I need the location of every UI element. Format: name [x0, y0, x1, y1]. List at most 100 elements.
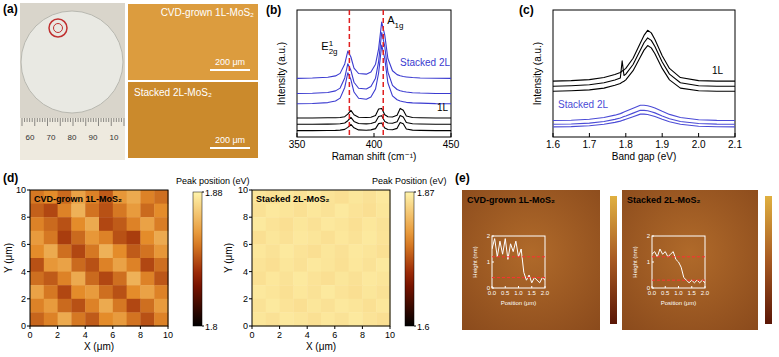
series-line	[553, 114, 735, 127]
x-tick-label: 1.9	[655, 139, 669, 150]
x-axis-title: Position (μm)	[501, 300, 536, 306]
heat-cell	[30, 231, 44, 245]
afm-background	[622, 190, 758, 330]
ruler-tick	[60, 118, 61, 126]
heat-cell	[335, 231, 349, 245]
plot-frame	[652, 236, 705, 288]
plot-frame	[297, 10, 451, 137]
colorbar-tick-label: 1.87	[417, 188, 435, 198]
heat-cell	[85, 312, 99, 326]
heat-cell	[280, 258, 294, 272]
heat-cell	[335, 204, 349, 218]
ruler-tick	[118, 118, 119, 122]
heat-cell	[266, 231, 280, 245]
heat-cell	[252, 231, 266, 245]
y-tick-label: 2	[243, 294, 248, 304]
heat-cell	[58, 285, 72, 299]
x-tick	[553, 133, 554, 137]
y-tick	[492, 288, 494, 289]
ruler-tick	[29, 118, 30, 122]
seal-inner	[54, 24, 63, 33]
series-line	[553, 110, 735, 124]
panel-label: (d)	[3, 171, 18, 185]
afm-background	[462, 190, 600, 330]
afm-image: Stacked 2L-MoS₂	[622, 190, 772, 330]
y-tick-label: 10	[16, 185, 26, 195]
heat-cell	[30, 217, 44, 231]
y-tick	[27, 217, 30, 218]
y-axis-title: Y (μm)	[223, 243, 234, 273]
heat-cell	[58, 258, 72, 272]
x-tick	[735, 133, 736, 137]
heat-cell	[127, 272, 141, 286]
ruler-tick	[90, 118, 91, 122]
heat-cell	[140, 231, 154, 245]
heat-cell	[321, 272, 335, 286]
y-tick-label: 0	[21, 321, 26, 331]
heat-cell	[307, 299, 321, 313]
x-tick-label: 10	[163, 330, 173, 340]
x-tick	[279, 326, 280, 329]
heat-cell	[362, 299, 376, 313]
x-tick	[112, 326, 113, 329]
image-title: CVD-grown 1L-MoS₂	[467, 195, 555, 205]
afm-image: CVD-grown 1L-MoS₂	[462, 190, 617, 330]
heat-cell	[280, 285, 294, 299]
heat-cell	[58, 312, 72, 326]
x-tick-label: 1.8	[619, 139, 633, 150]
heat-cell	[293, 299, 307, 313]
heat-cell	[362, 217, 376, 231]
heat-cell	[376, 204, 390, 218]
heat-cell	[252, 258, 266, 272]
ruler-tick	[65, 118, 66, 122]
heat-cell	[113, 244, 127, 258]
y-tick	[249, 190, 252, 191]
heat-cell	[376, 285, 390, 299]
ruler-tick	[50, 118, 51, 122]
ruler-tick	[93, 118, 94, 122]
reference-line	[652, 280, 705, 281]
heat-cell	[99, 217, 113, 231]
ruler-tick	[57, 118, 58, 122]
y-tick	[652, 262, 654, 263]
y-tick-label: 10	[238, 185, 248, 195]
x-tick-label: 1.6	[546, 139, 560, 150]
y-tick-label: 2	[21, 294, 26, 304]
heat-cell	[71, 285, 85, 299]
heat-cell	[58, 244, 72, 258]
heat-cell	[280, 272, 294, 286]
y-tick	[249, 217, 252, 218]
y-tick-label: 0	[487, 285, 491, 291]
heat-cell	[113, 299, 127, 313]
heat-cell	[71, 299, 85, 313]
heat-cell	[349, 299, 363, 313]
image-title: Stacked 2L-MoS₂	[134, 87, 212, 98]
chart: 0.00.51.01.52.0012Position (μm)Height (n…	[632, 233, 710, 306]
heat-cell	[362, 231, 376, 245]
heat-cell	[362, 285, 376, 299]
heat-cell	[362, 312, 376, 326]
x-tick-label: 10	[385, 330, 395, 340]
heat-cell	[71, 231, 85, 245]
heat-cell	[252, 285, 266, 299]
series-line	[297, 115, 451, 124]
heat-cell	[293, 272, 307, 286]
peak-label-sub: 2g	[329, 47, 338, 56]
ruler-tick	[101, 118, 102, 122]
heat-cell	[349, 204, 363, 218]
heat-cell	[293, 258, 307, 272]
figure: 6070809010CVD-grown 1L-MoS₂200 μmStacked…	[0, 0, 779, 357]
heat-cell	[293, 312, 307, 326]
optical-image	[128, 82, 258, 158]
heat-cell	[376, 231, 390, 245]
annotation: Stacked 2L	[400, 57, 450, 68]
reference-line	[382, 10, 384, 137]
x-tick-label: 400	[366, 139, 383, 150]
plot-frame	[30, 190, 168, 326]
panel-label: (c)	[519, 3, 534, 17]
series-line	[297, 32, 451, 93]
ruler-tick	[80, 118, 81, 122]
heat-cell	[362, 272, 376, 286]
reference-line	[492, 256, 545, 257]
heat-cell	[307, 272, 321, 286]
